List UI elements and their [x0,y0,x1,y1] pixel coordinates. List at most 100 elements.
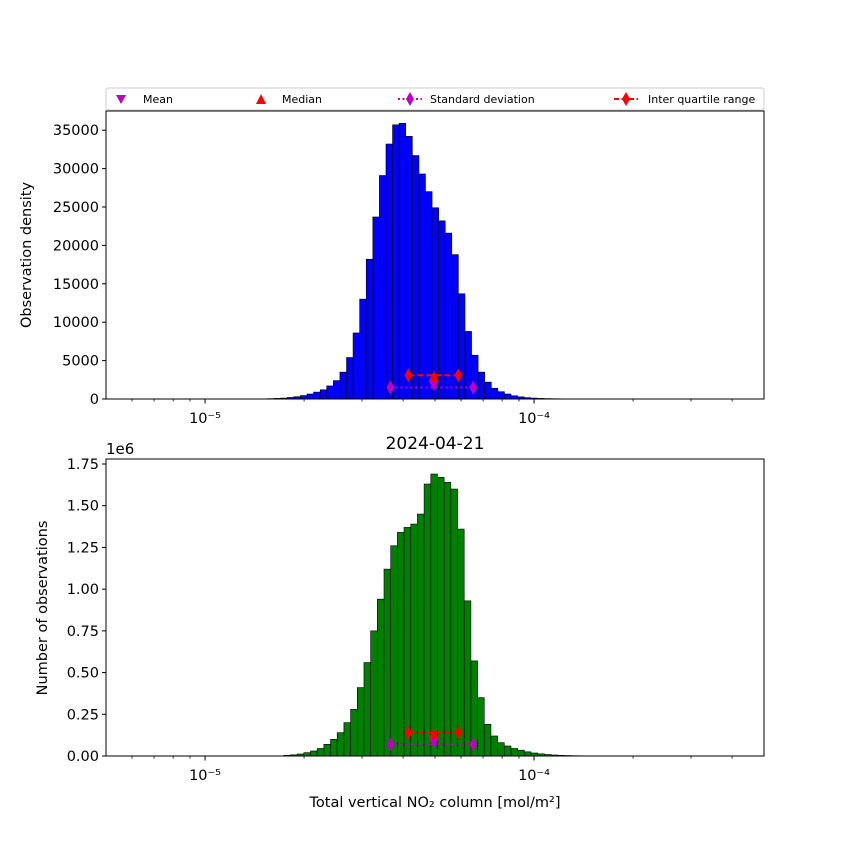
bottom-bar [423,483,432,757]
legend-frame [105,87,765,111]
top-bar [444,232,453,400]
legend-mean-label: Mean [143,93,173,106]
top-bar [372,216,380,400]
bottom-bar [483,723,492,757]
bottom-y-tick-label: 0.50 [67,666,99,682]
top-bar [319,389,328,400]
top-bar [300,395,308,400]
top-y-tick-label: 10000 [53,315,99,331]
bottom-bar [463,600,472,757]
top-bar [379,175,387,400]
bottom-bar [316,748,325,757]
bottom-bar [383,568,391,757]
top-x-tick-label: 10⁻⁵ [189,411,221,427]
bottom-bar [430,473,438,757]
top-bar [359,298,367,400]
top-x-tick-label: 10⁻⁴ [518,411,550,427]
bottom-y-tick-label: 0.75 [67,624,99,640]
bottom-bar [490,735,498,757]
bottom-bars [283,473,599,757]
top-bar [418,173,426,400]
top-bar [339,371,347,400]
top-x-axis: 10⁻⁵ 10⁻⁴ [131,399,733,427]
bottom-x-tick-label: 10⁻⁴ [518,768,550,784]
top-y-label: Observation density [19,182,35,328]
bottom-x-axis: 10⁻⁵ 10⁻⁴ [131,756,733,784]
top-bar [412,155,420,400]
top-bar [425,191,433,400]
top-bars [267,122,597,400]
top-y-tick-label: 5000 [62,354,99,370]
top-mean-marker [428,380,439,391]
bottom-y-offset: 1e6 [106,440,134,458]
bottom-bar [437,477,445,757]
bottom-y-tick-label: 1.25 [67,540,99,556]
legend-iqr-marker [622,92,630,106]
bottom-y-tick-label: 1.00 [67,582,99,598]
bottom-std-marker [386,737,395,752]
top-median-marker [428,370,439,381]
bottom-std-marker [469,737,478,752]
legend-median-label: Median [282,93,322,106]
top-markers [386,368,478,395]
bottom-y-label: Number of observations [35,521,51,696]
bottom-y-tick-label: 1.75 [67,457,99,473]
bottom-iqr-marker [454,725,463,740]
bottom-bar [350,708,358,757]
legend-median-marker [256,94,266,104]
top-std-marker [386,380,395,395]
bottom-bar [377,598,385,757]
top-bar [504,393,512,400]
bottom-x-label: Total vertical NO₂ column [mol/m²] [309,795,561,811]
bottom-bar [443,482,452,757]
bottom-bar [323,744,331,757]
bottom-title: 2024-04-21 [386,434,485,454]
legend: Mean Median Standard deviation Inter qua… [105,87,765,111]
top-y-tick-label: 15000 [53,277,99,293]
bottom-bar [330,739,338,757]
top-bar [385,143,393,400]
bottom-bar [356,687,365,757]
bottom-bar [457,528,465,757]
top-y-axis: 0 5000 10000 15000 20000 25000 30000 35000 [53,123,106,408]
top-panel: 0 5000 10000 15000 20000 25000 30000 35000 10⁻⁵… [19,110,765,427]
bottom-y-tick-label: 1.50 [67,499,99,515]
bottom-median-marker [428,728,439,739]
bottom-bar [417,513,425,757]
bottom-bar [410,523,418,757]
bottom-bar [517,749,525,757]
top-bar [313,391,321,400]
bottom-markers [386,725,478,752]
bottom-bar [510,748,518,757]
bottom-bar [390,545,398,757]
top-std-marker [469,380,478,395]
top-bar [365,258,374,400]
top-bar [326,385,334,400]
top-bar [352,332,360,400]
bottom-bar [343,722,351,757]
bottom-y-tick-label: 0.00 [67,749,99,765]
bottom-bar [303,752,311,757]
top-y-tick-label: 30000 [53,162,99,178]
bottom-bar [524,751,532,757]
top-bar [497,391,505,400]
bottom-bar [397,532,405,757]
top-bar [333,380,341,400]
top-bar [392,124,400,400]
bottom-bar [477,697,485,757]
bottom-bar [310,750,318,757]
legend-item-std: Standard deviation [398,92,535,106]
top-bar [405,136,413,400]
bottom-mean-marker [428,738,439,749]
top-y-tick-label: 0 [90,392,99,408]
bottom-panel: 2024-04-21 1e6 0.00 0.25 0.50 0.75 1.00 1.25 1… [35,434,765,811]
bottom-iqr-marker [404,725,413,740]
legend-iqr-label: Inter quartile range [648,93,755,106]
top-bar [306,393,314,400]
top-y-tick-label: 25000 [53,200,99,216]
bottom-bar [450,488,458,757]
top-iqr-marker [404,368,413,383]
top-bar [458,293,466,400]
bottom-x-tick-label: 10⁻⁵ [189,768,221,784]
